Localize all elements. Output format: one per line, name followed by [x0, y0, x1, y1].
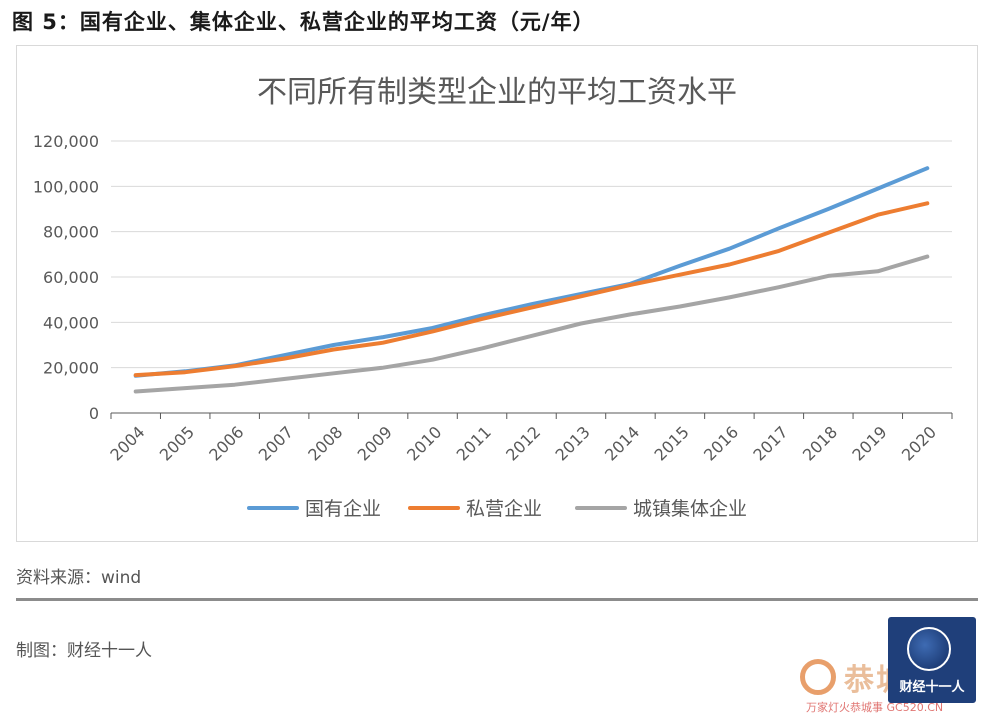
- x-tick-label: 2010: [403, 422, 445, 464]
- y-tick-label: 120,000: [33, 132, 99, 151]
- legend-label: 国有企业: [305, 498, 381, 520]
- watermark-subtext: 万家灯火恭城事 GC520.CN: [806, 701, 944, 714]
- x-tick-label: 2019: [848, 422, 890, 464]
- y-tick-label: 80,000: [43, 223, 99, 242]
- x-tick-label: 2018: [799, 422, 841, 464]
- series-line: [133, 201, 930, 378]
- x-tick-label: 2017: [749, 422, 791, 464]
- maker-note: 制图：财经十一人: [16, 641, 152, 661]
- x-tick-label: 2020: [898, 422, 940, 464]
- x-tick-label: 2006: [205, 422, 247, 464]
- watermark-logo-icon: [800, 659, 836, 695]
- line-chart: 不同所有制类型企业的平均工资水平 0 20,000 40,000 60,000 80,0…: [33, 75, 953, 520]
- chart-frame: 不同所有制类型企业的平均工资水平 0 20,000 40,000 60,000 80,0…: [16, 45, 978, 542]
- y-tick-label: 40,000: [43, 313, 99, 332]
- x-tick-label: 2008: [304, 422, 346, 464]
- legend-label: 城镇集体企业: [633, 498, 747, 520]
- figure-caption: 图 5：国有企业、集体企业、私营企业的平均工资（元/年）: [12, 10, 595, 34]
- divider: [16, 598, 978, 601]
- series-line: [133, 254, 930, 394]
- x-tick-label: 2015: [651, 422, 693, 464]
- x-tick-label: 2004: [106, 422, 148, 464]
- series-line: [133, 166, 930, 378]
- y-tick-label: 20,000: [43, 359, 99, 378]
- x-tick-label: 2013: [552, 422, 594, 464]
- chart-title: 不同所有制类型企业的平均工资水平: [257, 75, 737, 110]
- x-tick-label: 2014: [601, 422, 643, 464]
- y-tick-label: 0: [89, 404, 99, 423]
- x-tick-label: 2009: [354, 422, 396, 464]
- x-tick-label: 2011: [453, 422, 495, 464]
- x-tick-label: 2016: [700, 422, 742, 464]
- globe-icon: [907, 627, 951, 671]
- x-tick-label: 2005: [156, 422, 198, 464]
- publisher-logo: 财经十一人: [888, 617, 976, 703]
- x-tick-label: 2007: [255, 422, 297, 464]
- y-tick-label: 60,000: [43, 268, 99, 287]
- legend-label: 私营企业: [466, 498, 542, 520]
- x-tick-label: 2012: [502, 422, 544, 464]
- source-note: 资料来源：wind: [16, 568, 142, 588]
- y-tick-label: 100,000: [33, 177, 99, 196]
- logo-text: 财经十一人: [899, 680, 965, 695]
